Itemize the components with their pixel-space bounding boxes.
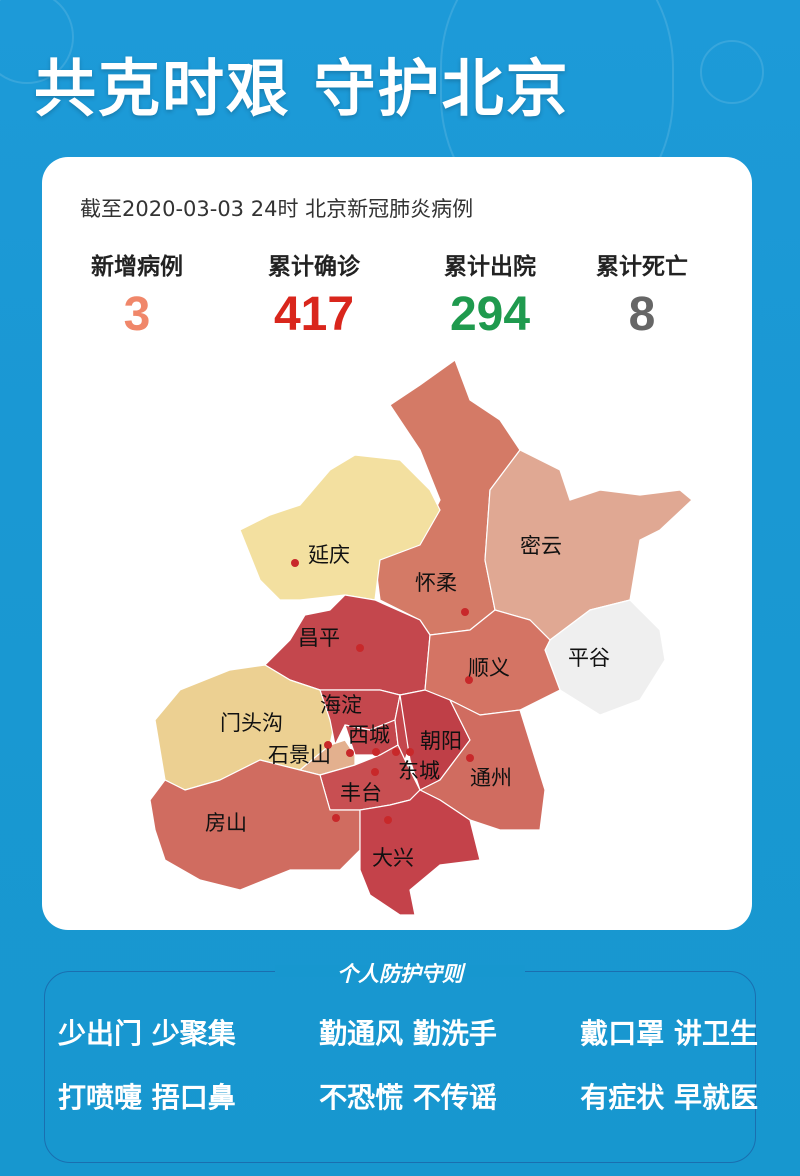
district-label: 门头沟	[220, 711, 283, 735]
virus-decoration	[700, 40, 764, 104]
stat-new-cases: 新增病例 3	[57, 247, 217, 342]
district-label: 昌平	[298, 626, 340, 650]
stat-label: 累计死亡	[596, 254, 688, 280]
district-marker	[332, 814, 340, 822]
district-marker	[384, 816, 392, 824]
district-marker	[356, 644, 364, 652]
guide-tip: 不恐慌 不传谣	[319, 1081, 497, 1114]
stat-label: 新增病例	[91, 254, 183, 280]
district-label: 石景山	[268, 743, 331, 767]
stat-label: 累计出院	[444, 254, 536, 280]
district-marker	[371, 768, 379, 776]
district-marker	[461, 608, 469, 616]
stat-confirmed: 累计确诊 417	[234, 247, 394, 342]
district-label: 大兴	[372, 846, 414, 870]
district-label: 通州	[470, 766, 512, 790]
district-marker	[372, 748, 380, 756]
stat-value: 417	[273, 288, 355, 341]
guide-tip: 勤通风 勤洗手	[319, 1017, 497, 1050]
stat-value: 8	[628, 288, 656, 341]
district-marker	[291, 559, 299, 567]
district-marker	[324, 741, 332, 749]
district-label: 房山	[205, 811, 247, 835]
guide-row: 打喷嚏 捂口鼻 不恐慌 不传谣 有症状 早就医	[58, 1076, 758, 1116]
guide-title-gap	[275, 965, 525, 977]
guide-tip: 打喷嚏 捂口鼻	[58, 1081, 236, 1114]
district-marker	[465, 676, 473, 684]
district-label: 延庆	[308, 543, 350, 567]
guide-row: 少出门 少聚集 勤通风 勤洗手 戴口罩 讲卫生	[58, 1012, 758, 1052]
district-label: 东城	[398, 759, 440, 783]
stats-card: 截至2020-03-03 24时 北京新冠肺炎病例 新增病例 3 累计确诊 41…	[42, 157, 752, 930]
guide-title: 个人防护守则	[337, 962, 463, 986]
district-label: 怀柔	[415, 571, 457, 595]
district-label: 平谷	[568, 646, 610, 670]
stat-label: 累计确诊	[268, 254, 360, 280]
district-label: 海淀	[320, 693, 362, 717]
report-subtitle: 截至2020-03-03 24时 北京新冠肺炎病例	[80, 197, 474, 221]
page-title: 共克时艰 守护北京	[34, 52, 570, 125]
district-region	[239, 454, 441, 601]
district-marker	[346, 749, 354, 757]
district-label: 密云	[520, 534, 562, 558]
stat-discharged: 累计出院 294	[410, 247, 570, 342]
district-marker	[466, 754, 474, 762]
district-marker	[406, 748, 414, 756]
guide-tip: 戴口罩 讲卫生	[580, 1017, 758, 1050]
district-marker	[392, 748, 400, 756]
stat-value: 3	[123, 288, 151, 341]
district-label: 丰台	[340, 781, 382, 805]
stat-deaths: 累计死亡 8	[562, 247, 722, 342]
guide-tip: 少出门 少聚集	[58, 1017, 236, 1050]
district-label: 顺义	[468, 656, 510, 680]
guide-tip: 有症状 早就医	[580, 1081, 758, 1114]
protection-guide-box	[44, 971, 756, 1163]
stat-value: 294	[449, 288, 531, 341]
district-region	[419, 699, 546, 831]
district-label: 西城	[348, 723, 390, 747]
district-label: 朝阳	[420, 729, 462, 753]
